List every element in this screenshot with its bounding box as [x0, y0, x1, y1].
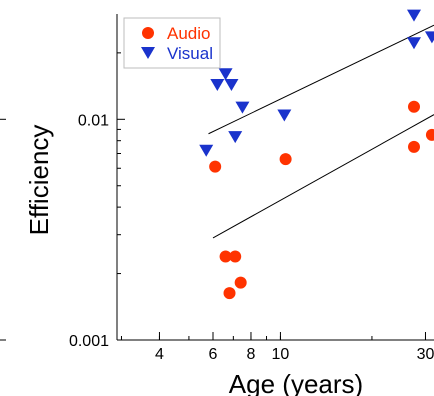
x-tick-label: 10: [272, 346, 290, 363]
data-point-visual: [210, 79, 225, 92]
x-tick-label: 6: [209, 346, 218, 363]
x-tick-label: 30: [417, 346, 434, 363]
data-point-audio: [223, 287, 236, 300]
data-point-audio: [407, 100, 420, 113]
data-point-audio: [279, 153, 292, 166]
legend-label-audio: Audio: [167, 24, 210, 43]
data-point-visual: [235, 101, 250, 114]
data-point-audio: [219, 250, 232, 263]
y-tick-label: 0.01: [78, 112, 109, 129]
data-point-visual: [406, 37, 421, 50]
data-point-visual: [199, 144, 214, 157]
y-tick-label: 0.001: [69, 333, 109, 350]
x-axis-title: Age (years): [229, 369, 363, 396]
data-point-visual: [218, 68, 233, 81]
x-tick-label: 4: [155, 346, 164, 363]
legend-marker-visual: [141, 47, 155, 59]
fit-line-visual: [208, 24, 434, 135]
data-point-visual: [406, 9, 421, 22]
y-axis-title: Efficiency: [24, 125, 54, 236]
data-point-visual: [224, 79, 239, 92]
x-tick-label: 8: [247, 346, 256, 363]
data-point-audio: [425, 128, 434, 141]
data-point-visual: [424, 31, 434, 44]
data-point-visual: [228, 131, 243, 144]
data-point-audio: [407, 140, 420, 153]
data-point-audio: [209, 160, 222, 173]
legend-marker-audio: [142, 27, 154, 39]
fit-line-audio: [212, 114, 434, 239]
legend-label-visual: Visual: [167, 44, 213, 63]
data-point-visual: [277, 109, 292, 122]
data-point-audio: [229, 250, 242, 263]
data-point-audio: [234, 276, 247, 289]
legend-box: [123, 17, 221, 69]
